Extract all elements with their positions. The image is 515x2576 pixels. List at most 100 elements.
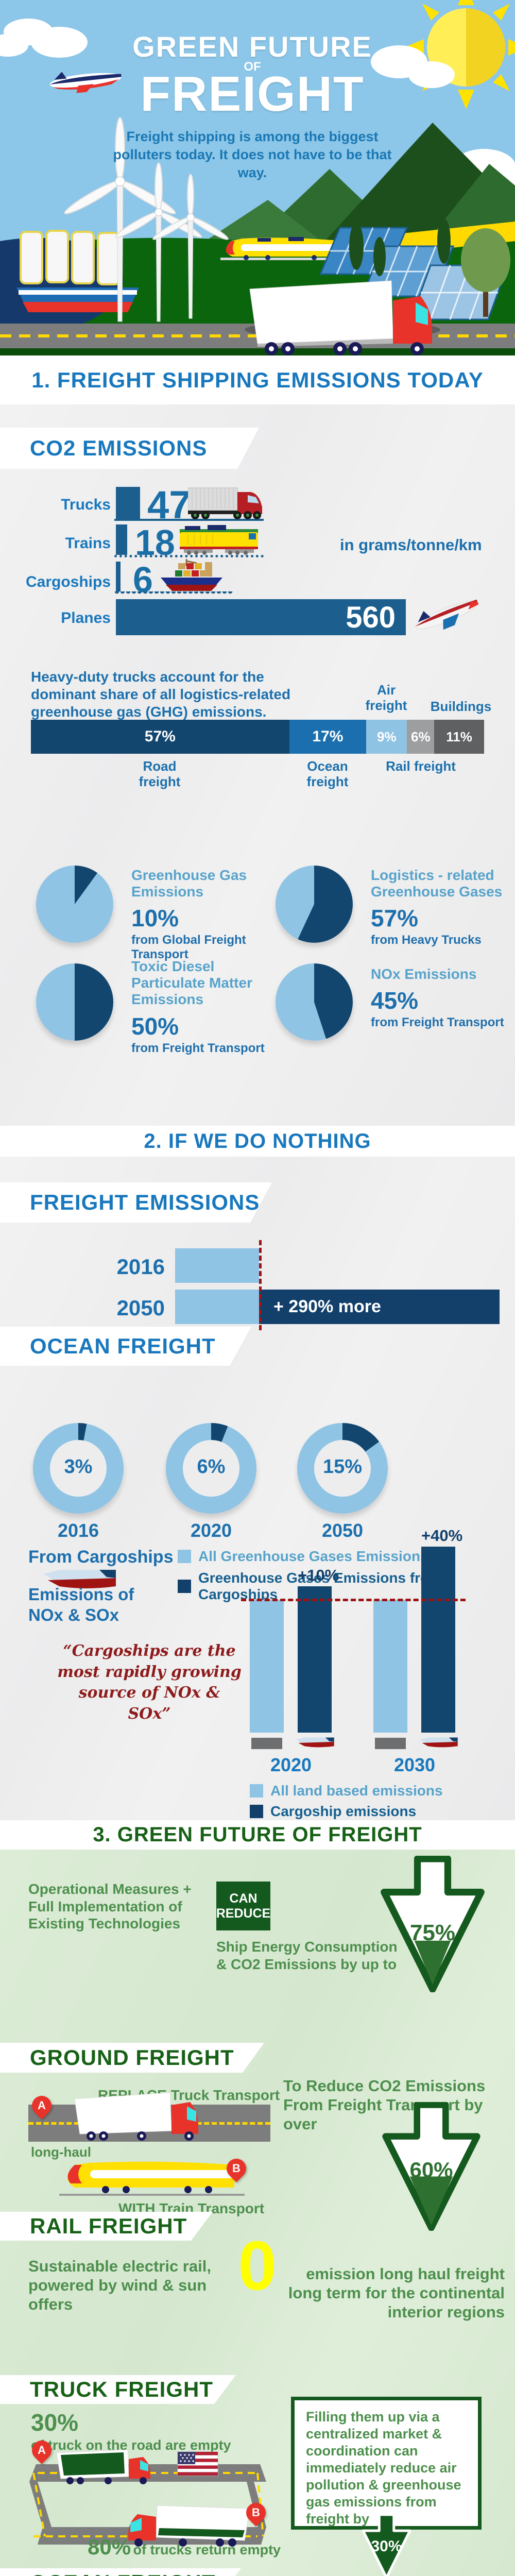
pie-logistics	[276, 866, 353, 943]
legend-cargo-ghg-label: Greenhouse Gases Emissions from Cargoshi…	[198, 1570, 442, 1602]
truck-box: Filling them up via a centralized market…	[291, 2397, 482, 2530]
pie-ghg-value: 10%	[131, 905, 179, 932]
nox-title: Emissions of NOx & SOx	[28, 1585, 134, 1624]
pie-dpm-title: Toxic Diesel Particulate Matter Emission…	[131, 958, 252, 1008]
ground-train-icon	[59, 2161, 245, 2196]
legend-all-ghg: All Greenhouse Gases Emissions	[178, 1548, 428, 1565]
cargoship-quote: “Cargoships are the most rapidly growing…	[57, 1642, 242, 1723]
airplane-icon	[49, 72, 122, 93]
pie-dpm-sub: from Freight Transport	[131, 1041, 265, 1055]
arrow-60-ground-value: 60%	[409, 2158, 453, 2182]
rail-freight-banner-label: RAIL FREIGHT	[30, 2214, 187, 2238]
rail-right-text: emission long haul freight long term for…	[288, 2265, 505, 2321]
section1-title: 1. FREIGHT SHIPPING EMISSIONS TODAY	[31, 367, 484, 392]
segment-buildings: 11%	[434, 720, 484, 754]
bar-label-2016: 2016	[116, 1255, 165, 1279]
can-reduce-box-1: CAN REDUCE	[216, 1882, 270, 1930]
section2-title: 2. IF WE DO NOTHING	[144, 1129, 371, 1153]
value-planes: 560	[346, 600, 396, 634]
donut-caption: From Cargoships	[28, 1547, 174, 1567]
noxsox-label: NOx & SOx	[397, 2573, 485, 2576]
bar-cargoships	[116, 562, 121, 591]
pie-ghg-title: Greenhouse Gas Emissions	[131, 867, 247, 900]
sailship-icon	[16, 230, 139, 312]
rail-left-text: Sustainable electric rail, powered by wi…	[28, 2257, 211, 2314]
legend-land-label: All land based emissions	[270, 1783, 443, 1799]
truck-icon	[245, 280, 440, 355]
legend-cargoship: Cargoship emissions	[250, 1803, 416, 1820]
value-trains: 18	[135, 522, 175, 563]
legend-cargo-ghg: Greenhouse Gases Emissions from Cargoshi…	[178, 1570, 515, 1603]
co2-label: CO2	[286, 2573, 320, 2576]
arrow-60-ground: 60%	[366, 2102, 497, 2231]
truck-stat1-value: 30%	[31, 2409, 79, 2436]
arrow-75-value: 75%	[409, 1920, 456, 1945]
pie-logistics-value: 57%	[371, 905, 419, 932]
ground-truck-icon	[75, 2092, 198, 2141]
truck-freight-banner: TRUCK FREIGHT	[0, 2375, 236, 2404]
pie-nox-value: 45%	[371, 987, 419, 1014]
value-cargoships: 6	[133, 560, 153, 600]
intro-right-text: Ship Energy Consumption & CO2 Emissions …	[216, 1939, 398, 1972]
stacked-bar: 57% 17% 9% 6% 11%	[31, 720, 484, 754]
donut-2020-year: 2020	[190, 1520, 232, 1541]
segment-air: 9%	[366, 720, 407, 754]
freight-emissions-banner-label: FREIGHT EMISSIONS	[30, 1190, 260, 1214]
donut-2016-value: 3%	[64, 1456, 93, 1478]
legend-land-swatch	[250, 1784, 263, 1798]
pie-ghg-sub: from Global Freight Transport	[131, 933, 246, 961]
stacked-bottom-ocean: Ocean freight	[306, 758, 349, 789]
donut-2016: 3%	[33, 1423, 124, 1514]
dashed-baseline-horizontal	[241, 1599, 466, 1601]
arrow-75: 75%	[363, 1856, 502, 1992]
ground-freight-banner: GROUND FREIGHT	[0, 2043, 264, 2073]
pie-nox	[276, 963, 353, 1041]
ocean-freight-banner-2: OCEAN FREIGHT	[0, 2568, 241, 2576]
zero-glyph: 0	[238, 2227, 277, 2304]
legend-cargoship-label: Cargoship emissions	[270, 1803, 417, 1819]
ghg-paragraph: Heavy-duty trucks account for the domina…	[31, 669, 291, 720]
intro-left-text: Operational Measures + Full Implementati…	[28, 1881, 192, 1932]
truck-stat1-text: of truck on the road are empty	[31, 2437, 231, 2453]
co2-emissions-banner-label: CO2 EMISSIONS	[30, 436, 208, 460]
value-trucks: 47	[147, 483, 191, 527]
pie-logistics-title: Logistics - related Greenhouse Gases	[371, 867, 503, 900]
land-icon-2020	[251, 1738, 282, 1749]
legend-all-ghg-label: All Greenhouse Gases Emissions	[198, 1548, 428, 1564]
truck-stat2-text: of trucks return empty	[133, 2542, 281, 2557]
donut-2020: 6%	[166, 1423, 256, 1514]
section1: CO2 EMISSIONS in grams/tonne/km Trucks 4…	[0, 404, 515, 1126]
section3: Operational Measures + Full Implementati…	[0, 1850, 515, 2576]
truck-stat2: 80% of trucks return empty	[88, 2535, 281, 2560]
pie-ghg	[36, 866, 113, 943]
bar-planes: 560	[116, 599, 406, 635]
nox-bar-land-2020	[250, 1600, 284, 1733]
co2-emissions-banner: CO2 EMISSIONS	[0, 428, 259, 469]
freight-emissions-banner: FREIGHT EMISSIONS	[0, 1182, 272, 1223]
hero-title-line1: GREEN FUTURE	[132, 30, 372, 63]
row-label-planes: Planes	[61, 609, 111, 626]
truck-row-icon	[188, 487, 262, 519]
bar-2050-extra: + 290% more	[259, 1290, 500, 1324]
section2-band: 2. IF WE DO NOTHING	[0, 1126, 515, 1157]
ship-icon-2030	[420, 1737, 458, 1748]
legend-cargo-ghg-swatch	[178, 1580, 191, 1593]
ground-freight-banner-label: GROUND FREIGHT	[30, 2045, 234, 2070]
arrow-30-truck-value: 30%	[371, 2538, 402, 2555]
hero-illustration	[0, 0, 515, 355]
rail-freight-banner: RAIL FREIGHT	[0, 2212, 213, 2241]
segment-rail: 6%	[407, 720, 435, 754]
section1-band: 1. FREIGHT SHIPPING EMISSIONS TODAY	[0, 355, 515, 404]
legend-all-ghg-swatch	[178, 1550, 191, 1563]
stacked-bottom-rail: Rail freight	[386, 758, 456, 774]
bar-trucks	[116, 487, 140, 519]
pie-logistics-text: Logistics - related Greenhouse Gases 57%…	[371, 867, 505, 947]
hero-title-line3: FREIGHT	[140, 66, 365, 122]
nox-annotation-2020: +10%	[298, 1566, 339, 1584]
unit-note: in grams/tonne/km	[340, 536, 482, 554]
ocean-freight-banner-label: OCEAN FREIGHT	[30, 1334, 216, 1358]
long-haul-label: long-haul	[31, 2144, 91, 2160]
legend-cargoship-swatch	[250, 1805, 263, 1818]
donut-2020-value: 6%	[197, 1456, 226, 1478]
